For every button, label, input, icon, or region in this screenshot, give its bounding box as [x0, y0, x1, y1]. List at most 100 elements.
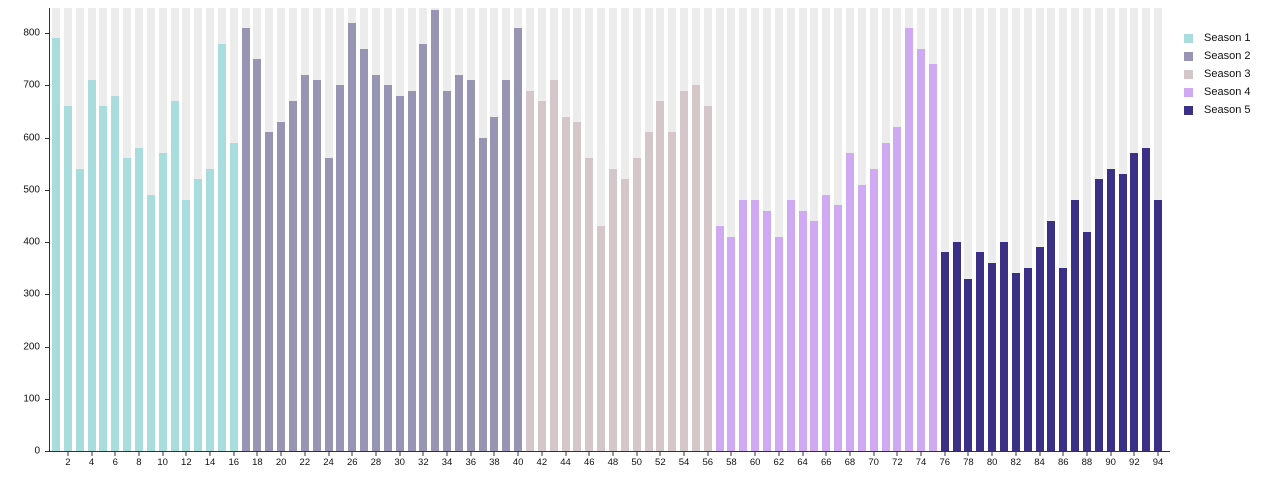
- bar-season5-episode-86: [1059, 268, 1068, 451]
- bar-season3-episode-41: [526, 91, 534, 451]
- x-tick-label: 78: [963, 457, 974, 468]
- x-tick-mark: [67, 452, 69, 456]
- y-tick-label: 0: [34, 445, 40, 457]
- x-tick-label: 26: [346, 457, 358, 468]
- y-tick-label: 100: [23, 393, 40, 405]
- bar-season4-episode-68: [845, 153, 854, 451]
- x-tick-mark: [849, 452, 851, 456]
- y-tick-mark: [45, 190, 49, 191]
- bar-season3-episode-54: [680, 91, 689, 451]
- x-tick-label: 8: [136, 457, 142, 468]
- x-tick-label: 4: [88, 457, 95, 468]
- x-tick-mark: [991, 452, 993, 456]
- bar-season3-episode-51: [644, 132, 653, 451]
- y-tick-label: 500: [23, 184, 40, 196]
- bar-season1-episode-2: [63, 106, 72, 451]
- x-tick-mark: [541, 452, 543, 456]
- bar-season4-episode-70: [869, 169, 878, 451]
- x-tick-mark: [873, 452, 875, 456]
- bar-season4-episode-72: [893, 127, 902, 451]
- bar-season3-episode-52: [656, 101, 665, 451]
- bar-season5-episode-87: [1071, 200, 1080, 451]
- bar-season1-episode-1: [52, 38, 60, 451]
- bar-season5-episode-76: [940, 252, 949, 451]
- bar-season4-episode-60: [751, 200, 760, 451]
- x-tick-mark: [304, 452, 306, 456]
- x-tick-label: 24: [323, 457, 334, 468]
- plot-area: [50, 8, 1170, 451]
- y-tick-label: 400: [23, 236, 40, 248]
- bar-season3-episode-50: [632, 158, 641, 451]
- bar-season5-episode-83: [1023, 268, 1032, 451]
- background-stripe: [1035, 8, 1044, 451]
- bar-season3-episode-44: [561, 117, 570, 451]
- x-tick-mark: [588, 452, 590, 456]
- bar-season2-episode-29: [383, 85, 392, 451]
- legend-swatch: [1184, 51, 1193, 61]
- x-tick-label: 18: [252, 457, 263, 468]
- bar-season2-episode-36: [466, 80, 475, 451]
- bar-season1-episode-13: [194, 179, 203, 451]
- x-tick-label: 66: [820, 457, 832, 468]
- x-tick-mark: [138, 452, 140, 456]
- background-stripe: [976, 8, 985, 451]
- bar-season2-episode-30: [395, 96, 404, 451]
- legend-label: Season 4: [1204, 86, 1251, 98]
- x-tick-mark: [944, 452, 946, 456]
- bar-season5-episode-81: [1000, 242, 1008, 451]
- bar-season3-episode-56: [703, 106, 712, 451]
- legend-label: Season 3: [1204, 68, 1251, 80]
- x-tick-label: 84: [1034, 457, 1045, 468]
- bar-season1-episode-16: [229, 143, 238, 451]
- bar-season2-episode-37: [478, 138, 487, 451]
- bar-season2-episode-28: [371, 75, 380, 451]
- y-tick-label: 800: [23, 27, 40, 39]
- x-tick-mark: [209, 452, 211, 456]
- x-tick-mark: [470, 452, 472, 456]
- bar-season3-episode-55: [691, 85, 700, 451]
- x-tick-mark: [754, 452, 756, 456]
- x-tick-label: 62: [773, 457, 785, 468]
- x-tick-mark: [280, 452, 282, 456]
- x-tick-mark: [517, 452, 519, 456]
- bar-season1-episode-15: [217, 44, 226, 451]
- bar-season5-episode-80: [988, 263, 997, 451]
- x-tick-label: 94: [1152, 457, 1164, 468]
- bar-season3-episode-43: [549, 80, 558, 451]
- y-tick-label: 200: [23, 341, 40, 353]
- legend-swatch: [1184, 69, 1193, 79]
- y-tick-mark: [45, 138, 49, 139]
- x-tick-mark: [612, 452, 614, 456]
- bar-season5-episode-93: [1142, 148, 1151, 451]
- bar-season1-episode-7: [123, 158, 132, 451]
- y-tick-mark: [45, 242, 49, 243]
- bar-season4-episode-59: [739, 200, 748, 451]
- bar-season1-episode-14: [206, 169, 215, 451]
- legend-label: Season 2: [1204, 50, 1251, 62]
- x-tick-mark: [185, 452, 187, 456]
- x-tick-label: 54: [678, 457, 690, 468]
- x-tick-label: 82: [1010, 457, 1022, 468]
- y-tick-mark: [45, 347, 49, 348]
- bar-season1-episode-9: [146, 195, 155, 451]
- bar-season2-episode-32: [419, 44, 428, 451]
- bar-season1-episode-3: [75, 169, 84, 451]
- bar-season4-episode-57: [715, 226, 724, 451]
- x-tick-label: 14: [204, 457, 216, 468]
- x-tick-label: 6: [112, 457, 118, 468]
- x-tick-label: 58: [726, 457, 737, 468]
- bar-season5-episode-92: [1130, 153, 1139, 451]
- x-tick-mark: [375, 452, 377, 456]
- x-tick-label: 76: [939, 457, 951, 468]
- x-tick-mark: [825, 452, 827, 456]
- bar-season3-episode-47: [597, 226, 606, 451]
- legend-swatch: [1184, 33, 1193, 43]
- x-tick-mark: [802, 452, 804, 456]
- y-tick-label: 700: [23, 79, 40, 91]
- bar-season1-episode-5: [99, 106, 108, 451]
- background-stripe: [964, 8, 973, 451]
- x-tick-mark: [967, 452, 969, 456]
- x-tick-mark: [493, 452, 495, 456]
- bar-season5-episode-84: [1035, 247, 1044, 451]
